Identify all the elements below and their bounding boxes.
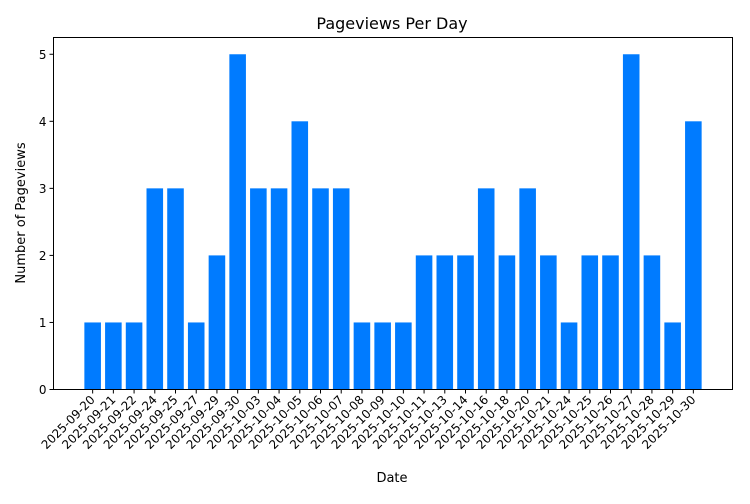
bar-2025-10-09 — [374, 322, 391, 390]
y-axis: 0 1 2 3 4 5 — [39, 48, 54, 397]
bar-2025-10-25 — [581, 255, 599, 390]
bar-2025-09-20 — [84, 322, 101, 390]
bar-2025-09-29 — [208, 255, 226, 390]
bar-2025-10-16 — [477, 188, 495, 390]
x-axis-label: Date — [376, 471, 407, 486]
bar-2025-10-28 — [643, 255, 661, 390]
y-tick-label: 2 — [39, 249, 47, 263]
bar-2025-10-29 — [664, 322, 681, 390]
bars — [84, 54, 702, 390]
bar-2025-10-05 — [291, 121, 309, 390]
bar-2025-09-24 — [146, 188, 164, 390]
y-axis-label: Number of Pageviews — [14, 142, 29, 283]
y-tick-label: 0 — [39, 383, 47, 397]
bar-2025-10-10 — [395, 322, 412, 390]
bar-2025-10-27 — [622, 54, 640, 390]
chart-title: Pageviews Per Day — [316, 14, 467, 33]
bar-2025-09-30 — [229, 54, 246, 390]
bar-2025-10-21 — [540, 255, 557, 390]
plot-area-frame — [53, 37, 733, 390]
bar-2025-09-27 — [187, 322, 205, 390]
bar-2025-10-24 — [560, 322, 578, 390]
bar-2025-10-11 — [415, 255, 433, 390]
bar-2025-10-08 — [353, 322, 371, 390]
y-tick-label: 5 — [39, 48, 47, 62]
bar-2025-09-25 — [167, 188, 184, 390]
bar-2025-10-04 — [270, 188, 288, 390]
bar-2025-10-13 — [436, 255, 454, 390]
x-axis: 2025-09-202025-09-212025-09-222025-09-24… — [39, 389, 698, 452]
y-tick-label: 3 — [39, 182, 47, 196]
bar-2025-10-20 — [519, 188, 536, 390]
y-tick-label: 4 — [39, 115, 47, 129]
bar-2025-10-03 — [250, 188, 267, 390]
bar-2025-09-21 — [105, 322, 122, 390]
bar-2025-10-14 — [457, 255, 474, 390]
bar-2025-10-18 — [498, 255, 516, 390]
y-tick-label: 1 — [39, 316, 47, 330]
bar-2025-10-26 — [602, 255, 619, 390]
bar-2025-10-06 — [312, 188, 329, 390]
bar-2025-10-30 — [685, 121, 702, 390]
bar-2025-09-22 — [125, 322, 143, 390]
bar-2025-10-07 — [332, 188, 350, 390]
